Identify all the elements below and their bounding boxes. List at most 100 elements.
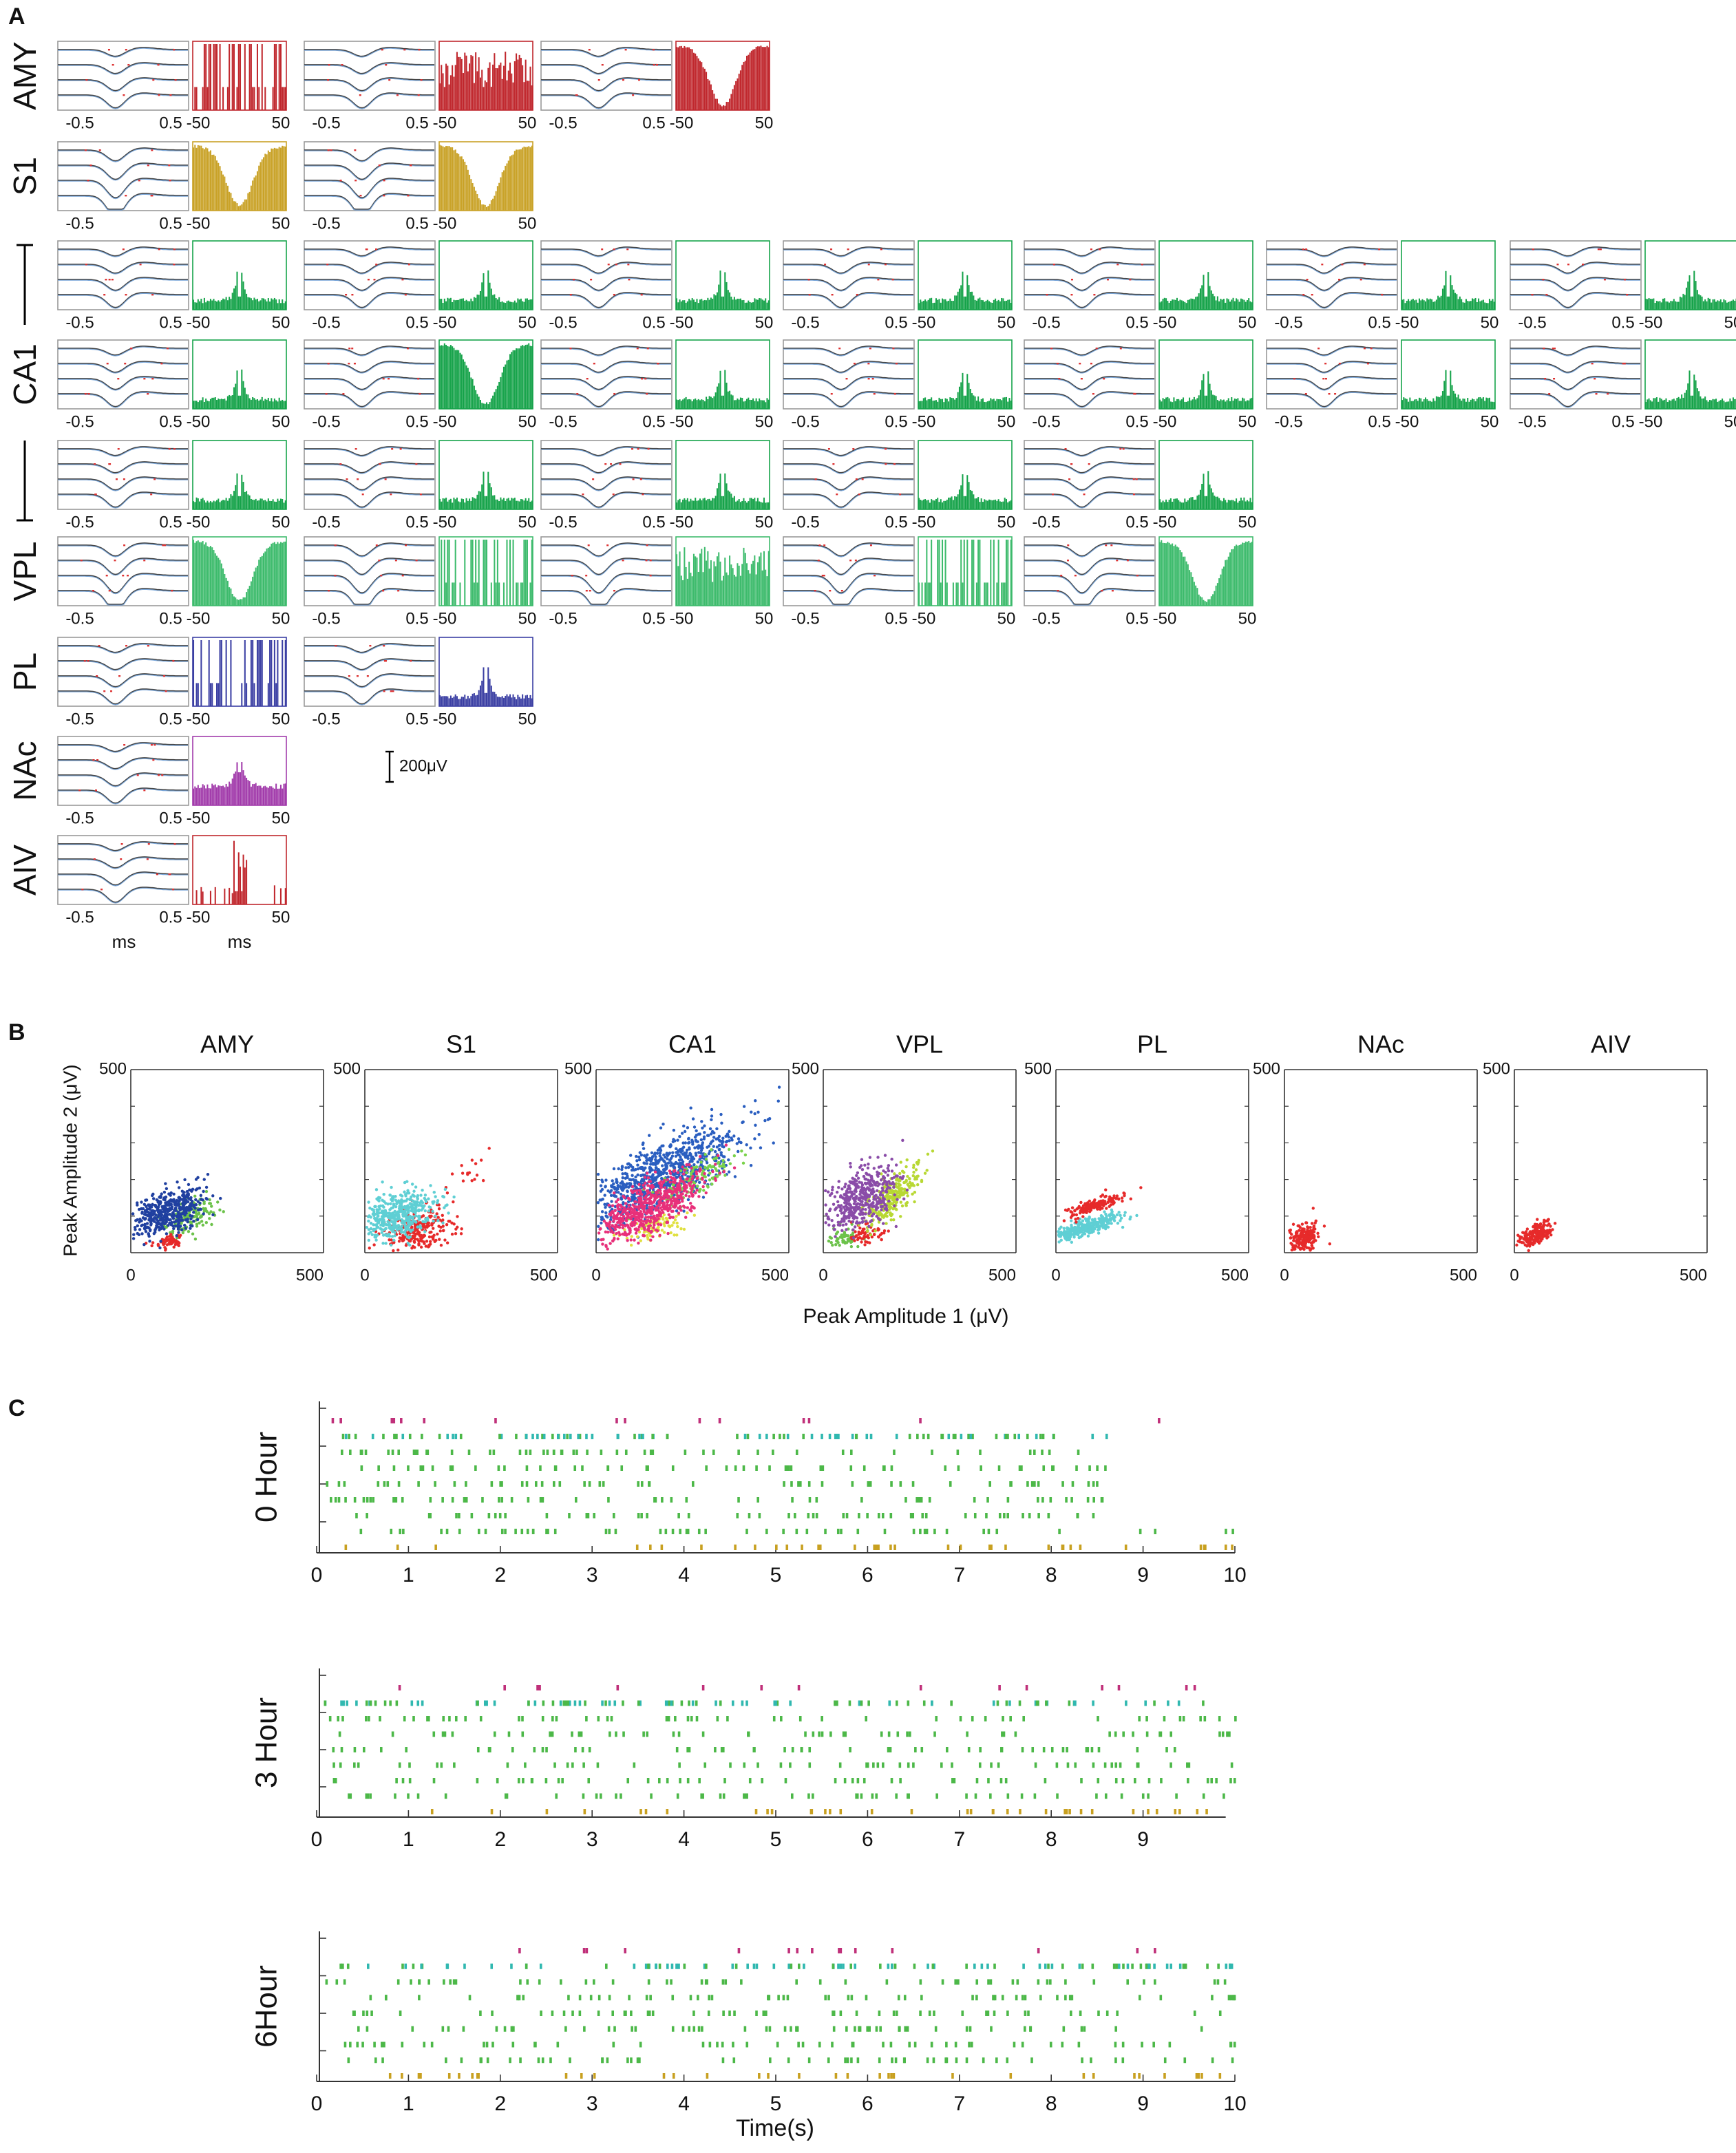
histogram-bar (244, 640, 246, 706)
histogram-bar (465, 165, 467, 211)
histogram-bar (453, 497, 455, 509)
histogram-box (918, 536, 1013, 606)
scatter-dot (208, 1202, 211, 1205)
histogram-bar (213, 154, 215, 211)
histogram-bar (1415, 299, 1417, 310)
histogram-bar (452, 502, 454, 509)
waveform-dot (612, 494, 615, 496)
waveform-dot (85, 79, 88, 81)
histogram-bar (216, 555, 218, 606)
scatter-dot (673, 1173, 676, 1177)
scatter-dot (754, 1123, 757, 1127)
waveform-dot (873, 393, 876, 395)
waveform (304, 674, 434, 688)
histogram-bar (489, 402, 491, 409)
histogram-bar (199, 400, 201, 409)
scatter-dot (732, 1134, 736, 1138)
histogram-bar (278, 44, 280, 110)
histogram-bar (1232, 549, 1234, 606)
histogram-bar (920, 299, 922, 310)
histogram-bar (955, 398, 957, 409)
waveform-dot (112, 64, 114, 66)
tick-label: -50 (1153, 412, 1177, 431)
histogram-bar (244, 289, 246, 310)
waveform-dot (849, 560, 852, 562)
histogram-bar (696, 56, 698, 110)
histogram-bar (500, 497, 502, 509)
waveform-dot (151, 378, 154, 380)
histogram-bar (752, 499, 754, 509)
histogram-bar (528, 81, 530, 110)
histogram-bar (448, 499, 450, 509)
histogram-bar (484, 403, 486, 409)
waveform-dot (390, 494, 392, 496)
scatter-dot (428, 1240, 432, 1244)
waveform (1024, 492, 1154, 509)
scatter-dot (461, 1171, 465, 1175)
waveform-dot (1543, 348, 1545, 350)
histogram-bar (449, 695, 452, 706)
histogram-bar (1165, 543, 1167, 606)
histogram-bar (492, 395, 494, 409)
histogram-bar (242, 770, 244, 805)
scatter-dot (431, 1209, 434, 1213)
histogram-bar (231, 893, 233, 904)
histogram-bar (743, 61, 745, 110)
histogram-bar (729, 390, 731, 409)
histogram-bar (1212, 394, 1214, 409)
scatter-dot (658, 1152, 662, 1155)
histogram-bar (739, 298, 741, 310)
scatter-dot (391, 1206, 395, 1209)
histogram-bar (522, 499, 524, 509)
histogram-bar (990, 540, 992, 606)
waveform-dot (585, 575, 588, 577)
tick-label: 50 (518, 609, 537, 628)
waveform (58, 346, 188, 356)
histogram-bar (273, 640, 275, 706)
waveform (58, 446, 188, 456)
histogram-bar (258, 165, 260, 211)
histogram-bar (495, 499, 497, 509)
histogram-bar (209, 788, 211, 805)
scatter-dot (185, 1189, 189, 1194)
tick-label: 0.5 (1125, 313, 1148, 332)
histogram-bar (1167, 542, 1169, 606)
scatter-dot (466, 1171, 469, 1175)
histogram-bar (475, 390, 477, 409)
histogram-bar (195, 497, 198, 509)
histogram-bar (219, 785, 221, 805)
scatter-dot (610, 1184, 614, 1188)
scatter-dot (402, 1206, 406, 1210)
histogram-bar (729, 555, 731, 606)
histogram-bar (269, 786, 271, 805)
histogram-bar (1443, 285, 1446, 310)
histogram-bar (263, 157, 265, 211)
scatter-dot (618, 1185, 622, 1189)
histogram-bar (501, 499, 503, 509)
histogram-bar (487, 667, 489, 706)
scatter-dot (437, 1224, 441, 1228)
histogram-bar (1204, 601, 1206, 606)
waveform (1267, 392, 1397, 408)
histogram-bar (931, 540, 933, 606)
scatter-dot (388, 1217, 392, 1220)
scatter-dot (416, 1197, 419, 1200)
waveform-dot (351, 294, 354, 296)
tick-label: 0.5 (642, 114, 665, 132)
histogram-bar (211, 300, 213, 310)
tick-label: 50 (997, 609, 1016, 628)
histogram-bar (1425, 301, 1427, 310)
histogram-bar (1730, 401, 1733, 409)
scatter-dot (153, 1220, 156, 1223)
waveform-dot (166, 348, 169, 350)
histogram-bar (996, 399, 998, 409)
scatter-dot (413, 1200, 417, 1205)
scatter-dot (163, 1198, 167, 1202)
histogram-bar (732, 299, 734, 310)
waveform-dot (597, 79, 600, 81)
histogram-bar (445, 498, 447, 509)
histogram-bar (1231, 500, 1233, 509)
histogram-bar (1655, 301, 1658, 310)
scatter-dot (176, 1240, 179, 1243)
histogram-bar (703, 401, 706, 409)
